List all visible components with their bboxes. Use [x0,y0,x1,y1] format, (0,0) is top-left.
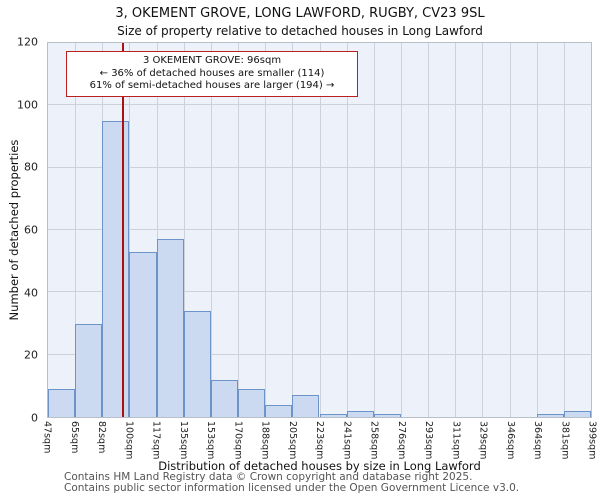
bar [563,410,591,417]
bar [536,413,564,417]
y-tick-label: 60 [24,223,38,237]
y-tick-label: 0 [31,411,38,425]
v-gridline [238,43,240,417]
bar [238,388,266,417]
y-axis-ticks: 0 20 40 60 80 100 120 [0,36,42,425]
v-gridline [536,43,538,417]
x-tick-label: 65sqm [68,421,80,454]
x-tick-label: 346sqm [504,421,516,460]
bar [183,311,211,417]
v-gridline [292,43,294,417]
bar [75,323,103,417]
x-tick-label: 47sqm [41,421,53,454]
x-tick-label: 135sqm [177,421,189,460]
x-tick-label: 205sqm [286,421,298,460]
v-gridline [482,43,484,417]
bar [319,413,347,417]
x-tick-label: 188sqm [259,421,271,460]
x-tick-label: 381sqm [559,421,571,460]
v-gridline [563,43,565,417]
y-tick-label: 80 [24,160,38,174]
x-tick-label: 364sqm [532,421,543,460]
annotation-line-1: 3 OKEMENT GROVE: 96sqm [142,55,282,66]
footer-line-1: Contains HM Land Registry data © Crown c… [64,471,473,483]
v-gridline [319,43,321,417]
v-gridline [129,43,131,417]
annotation-line-3: 61% of semi-detached houses are larger (… [89,80,335,91]
footer-line-2: Contains public sector information licen… [64,482,520,494]
v-gridline [346,43,348,417]
y-tick-label: 40 [24,286,38,300]
x-tick-label: 153sqm [205,421,216,460]
y-tick-label: 100 [17,98,38,112]
annotation-line-2: ← 36% of detached houses are smaller (11… [99,67,325,79]
chart-title: 3, OKEMENT GROVE, LONG LAWFORD, RUGBY, C… [115,6,485,21]
v-gridline [156,43,158,417]
v-gridline [428,43,430,417]
bar [292,395,320,417]
x-tick-label: 258sqm [368,421,380,460]
bar [265,404,293,417]
bar [156,239,184,417]
y-tick-label: 120 [17,35,38,49]
chart-subtitle: Size of property relative to detached ho… [117,24,483,38]
v-gridline [265,43,267,417]
plot-area: 3 OKEMENT GROVE: 96sqm ← 36% of detached… [47,42,592,418]
bar [210,379,239,417]
subject-size-marker-line [122,43,125,417]
x-tick-label: 223sqm [314,421,325,460]
annotation-box: 3 OKEMENT GROVE: 96sqm ← 36% of detached… [66,51,358,97]
bar [346,410,374,417]
v-gridline [183,43,185,417]
x-tick-label: 82sqm [96,421,107,454]
v-gridline [210,43,212,417]
bar [129,251,157,417]
x-tick-label: 241sqm [341,421,353,460]
x-tick-label: 117sqm [150,421,162,460]
y-tick-label: 20 [24,348,38,362]
bar [102,120,130,417]
x-tick-label: 311sqm [450,421,462,460]
x-axis-label: Distribution of detached houses by size … [158,459,481,473]
v-gridline [75,43,77,417]
v-gridline [455,43,457,417]
x-tick-label: 399sqm [586,421,598,460]
x-tick-label: 170sqm [232,421,244,460]
bar [48,388,76,417]
v-gridline [373,43,375,417]
x-tick-label: 293sqm [423,421,434,460]
v-gridline [509,43,511,417]
bar [373,413,401,417]
x-axis-ticks: 47sqm 65sqm 82sqm 100sqm 117sqm 135sqm 153sqm 1… [42,421,598,463]
v-gridline [400,43,402,417]
x-tick-label: 329sqm [477,421,489,460]
x-tick-label: 276sqm [395,421,407,460]
x-tick-label: 100sqm [123,421,135,460]
